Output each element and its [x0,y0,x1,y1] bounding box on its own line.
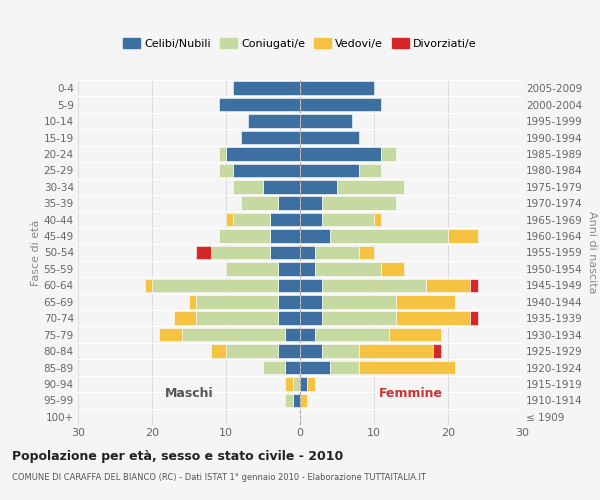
Bar [300,164,359,177]
Bar [300,114,352,128]
Bar [226,262,278,276]
Bar [233,164,300,177]
Bar [329,230,448,243]
Bar [359,164,382,177]
Bar [233,180,263,194]
Bar [293,394,300,407]
Bar [300,295,322,308]
Bar [300,312,322,325]
Bar [300,377,307,390]
Bar [374,213,382,226]
Bar [300,213,322,226]
Bar [285,361,300,374]
Bar [211,344,226,358]
Bar [359,361,455,374]
Bar [233,213,271,226]
Bar [300,98,382,112]
Bar [211,246,271,259]
Bar [300,394,307,407]
Bar [300,361,329,374]
Bar [300,262,315,276]
Bar [322,295,396,308]
Bar [322,344,359,358]
Bar [307,377,315,390]
Bar [300,131,359,144]
Bar [278,262,300,276]
Bar [359,344,433,358]
Bar [300,147,382,160]
Bar [322,312,396,325]
Bar [396,295,455,308]
Bar [174,312,196,325]
Bar [182,328,285,342]
Bar [359,246,374,259]
Bar [152,278,278,292]
Bar [396,312,470,325]
Bar [218,230,271,243]
Bar [300,180,337,194]
Bar [315,262,382,276]
Bar [226,344,278,358]
Bar [271,246,300,259]
Bar [329,361,359,374]
Text: Femmine: Femmine [379,386,443,400]
Bar [278,196,300,210]
Bar [248,114,300,128]
Bar [426,278,470,292]
Bar [263,361,285,374]
Bar [448,230,478,243]
Text: Popolazione per età, sesso e stato civile - 2010: Popolazione per età, sesso e stato civil… [12,450,343,463]
Bar [293,377,300,390]
Bar [337,180,404,194]
Bar [218,98,300,112]
Text: COMUNE DI CARAFFA DEL BIANCO (RC) - Dati ISTAT 1° gennaio 2010 - Elaborazione TU: COMUNE DI CARAFFA DEL BIANCO (RC) - Dati… [12,472,426,482]
Bar [241,196,278,210]
Legend: Celibi/Nubili, Coniugati/e, Vedovi/e, Divorziati/e: Celibi/Nubili, Coniugati/e, Vedovi/e, Di… [119,34,481,54]
Bar [278,344,300,358]
Bar [196,246,211,259]
Bar [315,328,389,342]
Bar [300,82,374,95]
Bar [322,278,426,292]
Bar [278,312,300,325]
Bar [196,295,278,308]
Bar [382,147,396,160]
Bar [322,196,396,210]
Bar [263,180,300,194]
Bar [226,213,233,226]
Bar [271,230,300,243]
Bar [300,196,322,210]
Bar [218,147,226,160]
Text: Maschi: Maschi [164,386,214,400]
Y-axis label: Fasce di età: Fasce di età [31,220,41,286]
Bar [382,262,404,276]
Bar [300,230,329,243]
Bar [189,295,196,308]
Y-axis label: Anni di nascita: Anni di nascita [587,211,597,294]
Bar [218,164,233,177]
Bar [160,328,182,342]
Bar [196,312,278,325]
Bar [470,278,478,292]
Bar [433,344,440,358]
Bar [300,328,315,342]
Bar [226,147,300,160]
Bar [233,82,300,95]
Bar [470,312,478,325]
Bar [322,213,374,226]
Bar [285,328,300,342]
Bar [145,278,152,292]
Bar [300,246,315,259]
Bar [389,328,440,342]
Bar [278,278,300,292]
Bar [300,278,322,292]
Bar [285,377,293,390]
Bar [285,394,293,407]
Bar [271,213,300,226]
Bar [278,295,300,308]
Bar [315,246,359,259]
Bar [300,344,322,358]
Bar [241,131,300,144]
